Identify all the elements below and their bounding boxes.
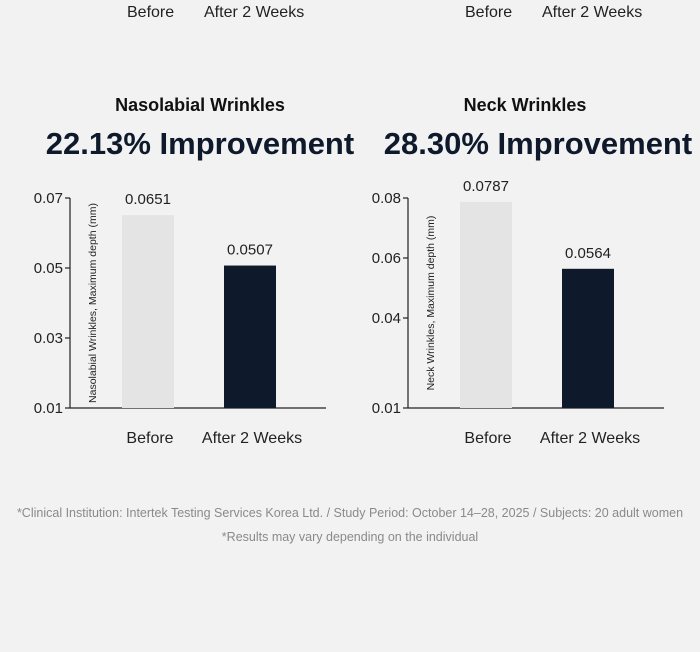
headline-nasolabial: 22.13% Improvement <box>45 126 355 161</box>
y-tick-label: 0.07 <box>34 190 63 207</box>
bar-neck-before <box>460 201 512 408</box>
chart-nasolabial: 0.01 0.03 0.05 0.07 Nasolabial Wrinkles, Max… <box>34 190 326 447</box>
x-category-label: Before <box>126 430 173 447</box>
y-tick-label: 0.04 <box>372 310 401 327</box>
chart-neck: 0.01 0.04 0.06 0.08 Neck Wrinkles, Maximum d… <box>372 178 664 447</box>
bar-nasolabial-after <box>224 265 276 408</box>
y-tick-label: 0.06 <box>372 250 401 267</box>
top-label-after-right: After 2 Weeks <box>542 4 643 21</box>
bar-value-label: 0.0507 <box>227 242 273 259</box>
headline-neck: 28.30% Improvement <box>383 126 693 161</box>
chart-title-nasolabial: Nasolabial Wrinkles <box>115 95 285 115</box>
footnote-study-info: *Clinical Institution: Intertek Testing … <box>16 506 684 520</box>
y-tick-label: 0.05 <box>34 260 63 277</box>
y-tick-label: 0.01 <box>372 400 401 417</box>
y-axis-label: Neck Wrinkles, Maximum depth (mm) <box>425 216 437 391</box>
x-category-label: Before <box>464 430 511 447</box>
top-label-after-left: After 2 Weeks <box>204 4 305 21</box>
y-axis-label: Nasolabial Wrinkles, Maximum depth (mm) <box>87 203 99 403</box>
x-category-label: After 2 Weeks <box>202 430 302 447</box>
bar-value-label: 0.0787 <box>463 178 509 195</box>
bar-neck-after <box>562 268 614 408</box>
y-tick-label: 0.03 <box>34 330 63 347</box>
bar-value-label: 0.0564 <box>565 245 611 262</box>
y-tick-label: 0.08 <box>372 190 401 207</box>
top-label-before-left: Before <box>127 4 175 21</box>
chart-title-neck: Neck Wrinkles <box>463 95 587 115</box>
x-category-label: After 2 Weeks <box>540 430 640 447</box>
footnote-results-disclaimer: *Results may vary depending on the indiv… <box>221 530 479 544</box>
bar-value-label: 0.0651 <box>125 191 171 208</box>
bar-nasolabial-before <box>122 215 174 408</box>
y-tick-label: 0.01 <box>34 400 63 417</box>
top-label-before-right: Before <box>465 4 513 21</box>
